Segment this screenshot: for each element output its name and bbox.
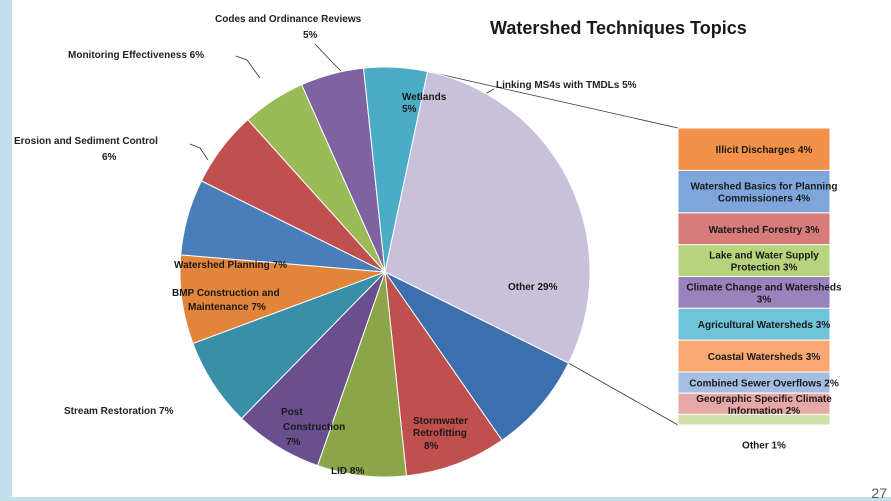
pie-slice-lid-8 [384, 271, 503, 477]
pie-slice-codes-and-ordinance-reviews-5 [247, 84, 386, 273]
pie-slice-other-29 [384, 70, 591, 364]
connector-bottom [568, 362, 679, 426]
slice-label-stream-restoration-7: Stream Restoration 7% [64, 406, 174, 417]
stacked-bar: Illicit Discharges 4% Watershed Basics fo… [677, 127, 842, 451]
slice-label-wetlands-5: Wetlands 5% [402, 92, 447, 115]
bar-of-pie-chart: Watershed Techniques Topics Illicit Disc… [14, 14, 842, 478]
leader-lines [189, 43, 679, 426]
slice-label-erosion-and-sediment-control-6: Erosion and Sediment Control 6% [14, 136, 158, 163]
bar-segment-lake-and-water-supply-protection-3 [677, 244, 831, 278]
bar-label-lake-and-water-supply-protection-3: Lake and Water Supply Protection 3% [709, 251, 819, 274]
bar-segment-climate-change-and-watersheds-3 [677, 276, 831, 309]
connector-top [427, 71, 679, 129]
bar-label-coastal-watersheds-3: Coastal Watersheds 3% [708, 352, 821, 363]
slide: Watershed Techniques Topics Illicit Disc… [12, 0, 891, 501]
pie [179, 66, 591, 478]
bar-label-watershed-forestry-3: Watershed Forestry 3% [709, 225, 820, 236]
slice-label-codes-and-ordinance-reviews-5: Codes and Ordinance Reviews 5% [215, 14, 362, 41]
slice-label-stormwater-retrofitting-8: Stormwater Retrofitting 8% [413, 416, 468, 452]
slice-label-watershed-planning-7: Watershed Planning 7% [174, 260, 287, 271]
leader-monitoring-effectiveness-6 [235, 55, 261, 79]
bar-label-combined-sewer-overflows-2: Combined Sewer Overflows 2% [689, 379, 839, 390]
slice-label-other-29: Other 29% [508, 282, 558, 293]
bar-label-other-1: Other 1% [742, 440, 786, 451]
slice-label-post-construction-7: Post Construction 7% [281, 407, 345, 448]
leader-codes-and-ordinance-reviews-5 [314, 43, 343, 73]
pie-slice-stormwater-retrofitting-8 [384, 271, 570, 442]
bar-label-illicit-discharges-4: Illicit Discharges 4% [716, 145, 813, 156]
slice-label-monitoring-effectiveness-6: Monitoring Effectiveness 6% [68, 50, 204, 61]
bar-label-agricultural-watersheds-3: Agricultural Watersheds 3% [698, 320, 831, 331]
slice-label-bmp-construction-and-maintenance-7: BMP Construction and Maintenance 7% [172, 288, 280, 313]
slice-labels: Wetlands 5% Linking MS4s with TMDLs 5% Othe… [14, 14, 637, 477]
chart-title: Watershed Techniques Topics [490, 18, 747, 38]
slice-label-linking-ms4s-with-tmdls-5: Linking MS4s with TMDLs 5% [496, 80, 637, 91]
bar-label-climate-change-and-watersheds-3: Climate Change and Watersheds 3% [686, 282, 842, 305]
slice-label-lid-8: LID 8% [331, 466, 364, 477]
bar-label-geographic-specific-climate-information-2: Geographic Specific Climate Information 2… [696, 394, 832, 417]
bar-label-watershed-basics-for-planning-commissioners-4: Watershed Basics for Planning Commissione… [691, 182, 838, 205]
bar-segment-coastal-watersheds-3 [677, 339, 831, 373]
bar-segment-other-1 [677, 413, 831, 426]
leader-erosion-and-sediment-control-6 [189, 143, 209, 161]
page-number: 27 [871, 485, 887, 501]
